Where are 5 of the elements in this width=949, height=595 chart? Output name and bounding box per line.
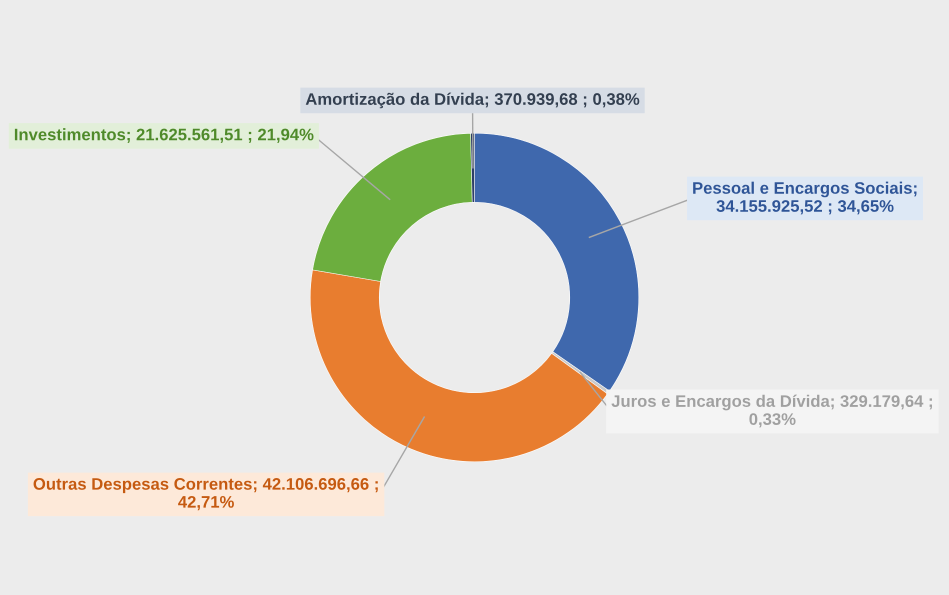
slice-label: Juros e Encargos da Dívida; 329.179,64 ; 0,33%	[611, 394, 932, 428]
slice-label: Investimentos; 21.625.561,51 ; 21,94%	[14, 128, 314, 143]
slice-label: Pessoal e Encargos Sociais; 34.155.925,52 ; 34,65%	[693, 182, 916, 214]
slice-label: Amortização da Dívida; 370.939,68 ; 0,38%	[306, 92, 640, 108]
slice-label: Outras Despesas Correntes; 42.106.696,66 ; 42,71%	[34, 478, 378, 510]
